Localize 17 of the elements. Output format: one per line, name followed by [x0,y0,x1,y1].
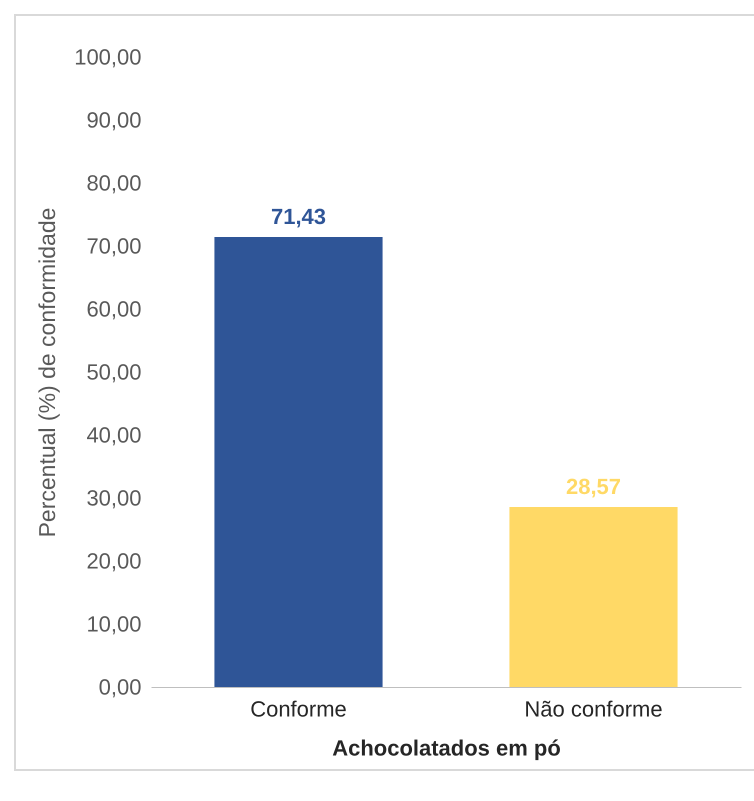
y-tick-label: 90,00 [86,108,142,132]
y-tick-label: 50,00 [86,360,142,384]
y-tick-label: 60,00 [86,296,142,322]
y-tick-label: 100,00 [74,44,142,70]
y-tick-label: 10,00 [86,612,142,636]
x-axis-title: Achocolatados em pó [332,736,561,760]
x-tick-label: Não conforme [524,696,663,722]
data-label: 28,57 [566,474,622,500]
y-tick-label: 20,00 [86,548,142,574]
y-axis-title: Percentual (%) de conformidade [34,208,60,538]
y-tick-label: 40,00 [86,422,142,448]
y-tick-label: 0,00 [98,674,142,700]
x-tick-label: Conforme [250,696,347,722]
y-tick-label: 30,00 [86,486,142,510]
y-tick-label: 80,00 [86,170,142,196]
y-tick-label: 70,00 [86,234,142,258]
data-label: 71,43 [270,204,326,229]
